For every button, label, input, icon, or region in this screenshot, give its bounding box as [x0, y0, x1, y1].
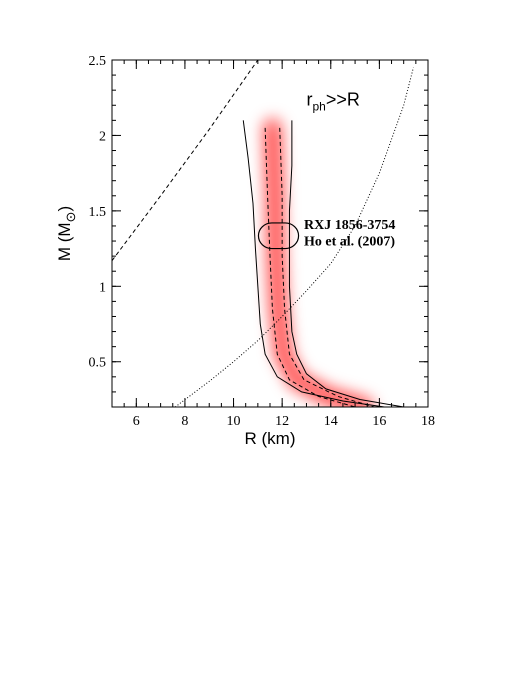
x-tick-label: 12 — [275, 414, 289, 429]
y-tick-label: 1.5 — [89, 205, 107, 220]
x-tick-label: 14 — [324, 414, 338, 429]
y-tick-label: 0.5 — [89, 356, 107, 371]
y-tick-label: 1 — [99, 280, 106, 295]
text-part: ) — [55, 206, 74, 212]
curve — [174, 67, 414, 407]
text-part: M (M — [55, 222, 74, 261]
plot: 6 8 10 12 14 16 18 0.5 1 1.5 2 2.5 rph>>R RXJ 1856-37… — [55, 54, 435, 448]
curve — [264, 127, 356, 407]
x-tick-label: 6 — [133, 414, 140, 429]
curve — [288, 120, 404, 407]
y-axis-label: M (M⊙) — [55, 206, 78, 261]
error-ellipse — [257, 222, 300, 250]
x-tick-label: 10 — [227, 414, 241, 429]
shading — [261, 116, 376, 407]
annotation: rph>>R — [306, 89, 359, 113]
annotation: Ho et al. (2007) — [304, 235, 395, 250]
annotation: RXJ 1856-3754 — [304, 218, 395, 233]
text-part: r — [306, 89, 312, 109]
text-part: >>R — [326, 89, 360, 109]
curve — [242, 120, 385, 407]
x-tick-label: 16 — [372, 414, 386, 429]
curve — [279, 127, 375, 407]
probability-core — [268, 127, 366, 407]
y-tick-label: 2 — [99, 129, 106, 144]
x-axis-label: R (km) — [245, 429, 296, 448]
y-tick-label: 2.5 — [89, 54, 107, 69]
x-tick-label: 18 — [421, 414, 435, 429]
text-part: ⊙ — [63, 212, 78, 223]
curve — [112, 60, 259, 261]
text-part: ph — [312, 99, 325, 113]
x-tick-label: 8 — [181, 414, 188, 429]
